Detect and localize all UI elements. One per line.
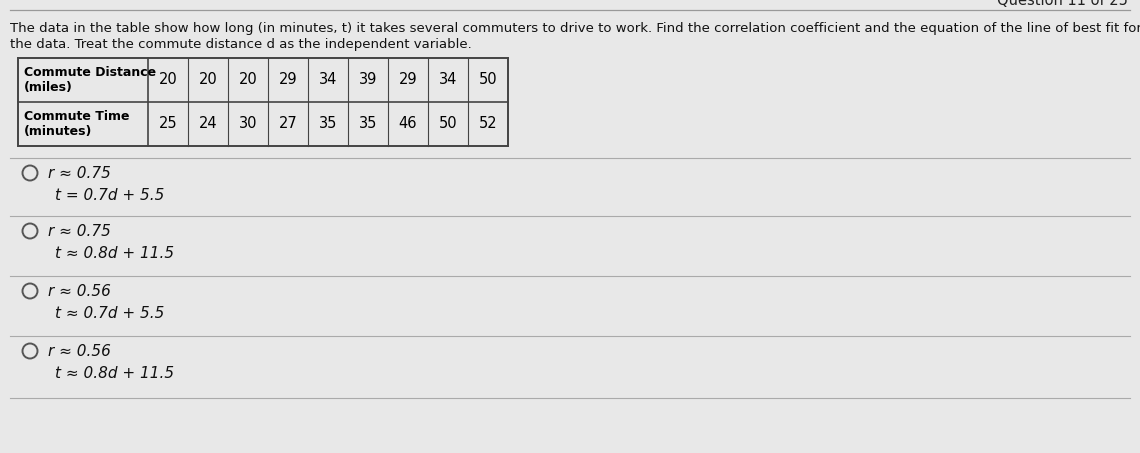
Text: r ≈ 0.56: r ≈ 0.56 — [48, 343, 111, 358]
Text: 25: 25 — [158, 116, 178, 131]
Text: 34: 34 — [319, 72, 337, 87]
Text: 30: 30 — [238, 116, 258, 131]
Text: r ≈ 0.75: r ≈ 0.75 — [48, 165, 111, 180]
Text: 35: 35 — [359, 116, 377, 131]
Text: 39: 39 — [359, 72, 377, 87]
Text: Commute Time
(minutes): Commute Time (minutes) — [24, 110, 130, 138]
Text: 24: 24 — [198, 116, 218, 131]
Text: 27: 27 — [278, 116, 298, 131]
Text: 20: 20 — [198, 72, 218, 87]
Text: Commute Distance
(miles): Commute Distance (miles) — [24, 66, 156, 94]
Text: 50: 50 — [479, 72, 497, 87]
Text: t ≈ 0.7d + 5.5: t ≈ 0.7d + 5.5 — [55, 305, 164, 321]
Text: 50: 50 — [439, 116, 457, 131]
Text: 29: 29 — [399, 72, 417, 87]
Text: t ≈ 0.8d + 11.5: t ≈ 0.8d + 11.5 — [55, 246, 174, 260]
Text: 52: 52 — [479, 116, 497, 131]
Text: r ≈ 0.56: r ≈ 0.56 — [48, 284, 111, 299]
Text: Question 11 of 25: Question 11 of 25 — [998, 0, 1127, 8]
Text: t = 0.7d + 5.5: t = 0.7d + 5.5 — [55, 188, 164, 202]
Text: the data. Treat the commute distance d as the independent variable.: the data. Treat the commute distance d a… — [10, 38, 472, 51]
Text: 35: 35 — [319, 116, 337, 131]
Text: 34: 34 — [439, 72, 457, 87]
Text: 46: 46 — [399, 116, 417, 131]
Text: r ≈ 0.75: r ≈ 0.75 — [48, 223, 111, 238]
Text: The data in the table show how long (in minutes, t) it takes several commuters t: The data in the table show how long (in … — [10, 22, 1140, 35]
Text: 20: 20 — [158, 72, 178, 87]
Text: t ≈ 0.8d + 11.5: t ≈ 0.8d + 11.5 — [55, 366, 174, 381]
FancyBboxPatch shape — [18, 58, 508, 146]
Text: 20: 20 — [238, 72, 258, 87]
Text: 29: 29 — [278, 72, 298, 87]
